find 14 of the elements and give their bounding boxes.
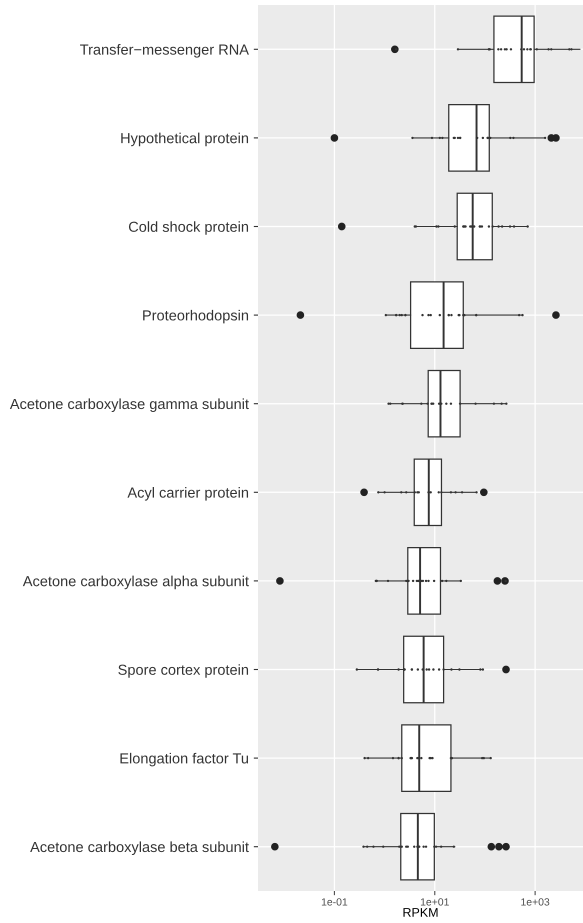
x-axis-title: RPKM [403, 908, 438, 917]
y-tick-label: Elongation factor Tu [120, 752, 248, 766]
y-tick-label: Acetone carboxylase gamma subunit [10, 398, 249, 412]
y-tick-label: Cold shock protein [128, 221, 248, 235]
y-tick-label: Acyl carrier protein [127, 487, 248, 501]
x-tick-label: 1e+03 [521, 898, 550, 906]
y-tick-label: Spore cortex protein [118, 664, 248, 678]
y-tick-label: Hypothetical protein [121, 132, 248, 146]
x-tick-label: 1e-01 [322, 898, 348, 906]
y-tick-label: Acetone carboxylase beta subunit [30, 841, 249, 856]
y-tick-label: Transfer−messenger RNA [80, 44, 249, 58]
y-tick-label: Acetone carboxylase alpha subunit [22, 576, 249, 590]
y-tick-label: Proteorhodopsin [143, 310, 248, 324]
x-tick-label: 1e+01 [420, 898, 449, 906]
